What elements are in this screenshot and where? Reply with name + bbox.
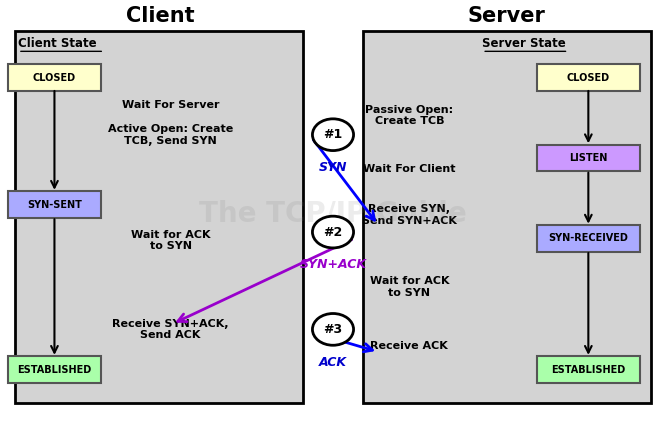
Text: Client State: Client State: [18, 37, 97, 50]
Text: SYN: SYN: [319, 161, 347, 174]
Text: Passive Open:
Create TCB: Passive Open: Create TCB: [365, 105, 454, 127]
FancyBboxPatch shape: [537, 145, 640, 171]
FancyBboxPatch shape: [8, 357, 101, 383]
FancyBboxPatch shape: [8, 191, 101, 218]
Text: LISTEN: LISTEN: [569, 153, 607, 163]
FancyBboxPatch shape: [537, 357, 640, 383]
FancyBboxPatch shape: [363, 31, 651, 403]
Text: The TCP/IP Guide: The TCP/IP Guide: [199, 199, 467, 227]
Text: ACK: ACK: [319, 356, 347, 369]
FancyBboxPatch shape: [8, 64, 101, 91]
FancyBboxPatch shape: [537, 225, 640, 251]
Text: SYN-SENT: SYN-SENT: [27, 199, 82, 210]
FancyBboxPatch shape: [537, 64, 640, 91]
Text: Wait for ACK
to SYN: Wait for ACK to SYN: [370, 276, 449, 298]
Text: Active Open: Create
TCB, Send SYN: Active Open: Create TCB, Send SYN: [108, 124, 233, 146]
Text: Server State: Server State: [482, 37, 566, 50]
Text: ESTABLISHED: ESTABLISHED: [17, 365, 91, 374]
Text: #2: #2: [324, 225, 342, 239]
Text: Receive ACK: Receive ACK: [370, 341, 448, 351]
Text: #3: #3: [324, 323, 342, 336]
Ellipse shape: [312, 314, 354, 345]
Text: SYN+ACK: SYN+ACK: [300, 259, 366, 271]
Text: Wait For Server: Wait For Server: [122, 100, 219, 110]
Text: Client: Client: [127, 6, 195, 26]
Ellipse shape: [312, 119, 354, 150]
Text: Wait For Client: Wait For Client: [363, 164, 456, 173]
Text: SYN-RECEIVED: SYN-RECEIVED: [548, 233, 628, 243]
Text: CLOSED: CLOSED: [33, 72, 76, 83]
Ellipse shape: [312, 216, 354, 248]
Text: CLOSED: CLOSED: [567, 72, 610, 83]
Text: Receive SYN+ACK,
Send ACK: Receive SYN+ACK, Send ACK: [113, 319, 228, 340]
FancyBboxPatch shape: [15, 31, 303, 403]
Text: Receive SYN,
Send SYN+ACK: Receive SYN, Send SYN+ACK: [362, 204, 457, 226]
Text: Wait for ACK
to SYN: Wait for ACK to SYN: [131, 230, 210, 251]
Text: ESTABLISHED: ESTABLISHED: [551, 365, 625, 374]
Text: Server: Server: [468, 6, 545, 26]
Text: #1: #1: [324, 128, 342, 141]
